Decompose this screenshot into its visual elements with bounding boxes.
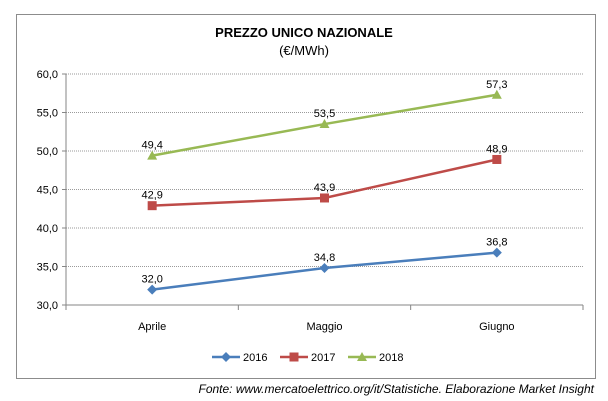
data-label-2016: 32,0 [141,274,162,286]
legend-label-2016: 2016 [243,352,267,364]
legend-marker-2018 [357,352,367,361]
data-point-2016 [319,263,330,274]
data-point-2016 [147,284,158,295]
y-tick-label: 30,0 [37,300,58,312]
data-label-2018: 57,3 [486,79,507,91]
y-tick-label: 45,0 [37,185,58,197]
data-point-2018 [147,150,158,160]
x-tick-label: Maggio [306,321,342,333]
data-point-2017 [320,193,329,203]
data-label-2017: 48,9 [486,143,507,155]
chart-subtitle: (€/MWh) [279,43,329,58]
legend-label-2018: 2018 [379,352,403,364]
chart-frame [16,14,596,379]
legend-marker-2016 [221,352,231,362]
chart-title: PREZZO UNICO NAZIONALE [215,25,393,40]
data-point-2017 [492,154,502,164]
legend-marker-2017 [289,352,299,362]
data-label-2017: 43,9 [314,182,335,194]
y-tick-label: 60,0 [37,69,58,81]
source-footer: Fonte: www.mercatoelettrico.org/it/Stati… [198,382,594,396]
legend-label-2017: 2017 [311,352,335,364]
data-point-2016 [491,247,502,258]
data-label-2018: 49,4 [141,140,162,152]
x-tick-label: Aprile [138,321,166,333]
x-tick-label: Giugno [479,321,514,333]
y-tick-label: 50,0 [37,146,58,158]
data-label-2016: 34,8 [314,252,335,264]
y-tick-label: 35,0 [37,262,58,274]
data-label-2018: 53,5 [314,108,335,120]
y-tick-label: 55,0 [37,108,58,120]
data-label-2016: 36,8 [486,237,507,249]
data-point-2017 [147,201,157,211]
data-point-2018 [491,89,502,99]
data-point-2018 [319,119,330,129]
data-label-2017: 42,9 [141,190,162,202]
y-tick-label: 40,0 [37,223,58,235]
